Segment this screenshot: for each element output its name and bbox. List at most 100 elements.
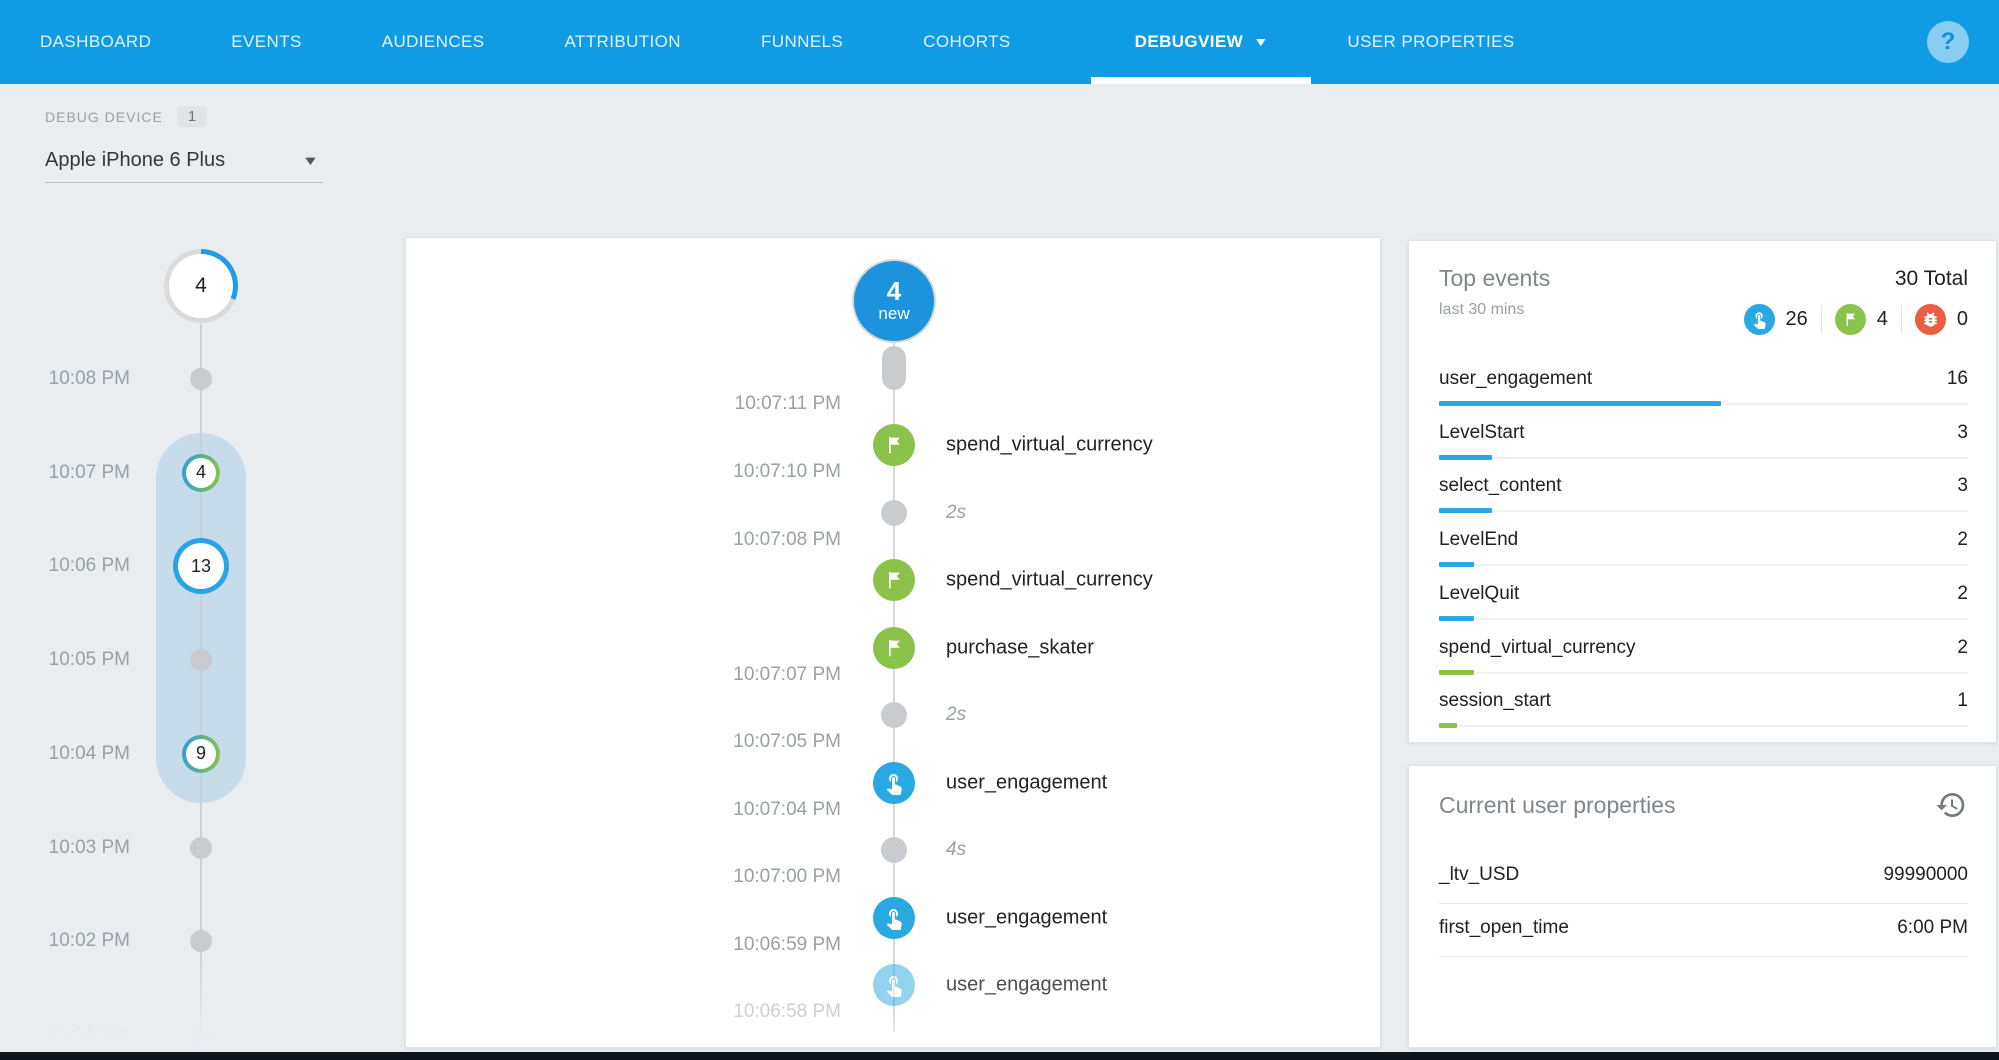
nav-item-label: USER PROPERTIES [1347, 32, 1515, 51]
minute-badge[interactable]: 4 [182, 453, 220, 492]
top-event-row[interactable]: session_start 1 [1439, 679, 1968, 733]
event-timestamp: 10:07:05 PM [733, 731, 841, 752]
event-count-bar [1439, 723, 1457, 729]
event-count-bar [1439, 615, 1475, 621]
event-timestamp: 10:06:58 PM [733, 1001, 841, 1022]
help-icon: ? [1940, 28, 1956, 55]
top-events-card: Top events last 30 mins 30 Total 26 4 0 us… [1408, 240, 1997, 743]
debug-device-header: DEBUG DEVICE 1 [45, 106, 208, 127]
minute-badge[interactable]: 9 [182, 734, 220, 773]
active-tab-underline [1090, 77, 1312, 84]
nav-item-label: DEBUGVIEW [1134, 32, 1244, 51]
chevron-down-icon: ▼ [1253, 35, 1270, 49]
bug-icon [1914, 303, 1946, 335]
top-event-row[interactable]: LevelEnd 2 [1439, 518, 1968, 572]
counter-value: 26 [1785, 307, 1808, 330]
event-count-bar [1439, 562, 1475, 568]
minute-dot[interactable] [190, 930, 212, 953]
nav-item-label: DASHBOARD [40, 32, 152, 51]
event-name[interactable]: user_engagement [946, 906, 1108, 928]
event-stream-card: 4 new 10:07:11 PM 10:07:10 PM spend_virtua… [405, 237, 1381, 1048]
nav-item-user-properties[interactable]: USER PROPERTIES [1347, 0, 1514, 84]
nav-item-dashboard[interactable]: DASHBOARD [40, 0, 151, 84]
interval-duration: 2s [946, 704, 967, 725]
event-timestamp: 10:07:07 PM [733, 663, 841, 685]
counter-tap: 26 [1743, 303, 1808, 335]
minute-time-label: 10:06 PM [48, 555, 130, 577]
nav-item-funnels[interactable]: FUNNELS [761, 0, 843, 84]
nav-item-label: ATTRIBUTION [564, 32, 681, 51]
top-event-row[interactable]: spend_virtual_currency 2 [1439, 626, 1968, 680]
top-event-row[interactable]: select_content 3 [1439, 464, 1968, 518]
device-select[interactable]: Apple iPhone 6 Plus ▼ [45, 138, 323, 183]
top-nav: DASHBOARD EVENTS AUDIENCES ATTRIBUTION FUNNE… [0, 0, 1999, 84]
user-properties-card: Current user properties _ltv_USD 99990000… [1408, 765, 1997, 1048]
top-event-name: spend_virtual_currency [1439, 636, 1636, 658]
top-events-total: 30 Total [1894, 267, 1968, 290]
event-count-bar [1439, 401, 1722, 406]
counter-bug: 0 [1914, 303, 1968, 335]
nav-item-label: FUNNELS [761, 32, 844, 51]
interval-duration: 2s [946, 501, 967, 523]
debug-device-label: DEBUG DEVICE [45, 108, 163, 125]
minute-time-label: 10:07 PM [48, 461, 130, 483]
top-event-name: LevelEnd [1439, 529, 1519, 551]
nav-item-debugview[interactable]: DEBUGVIEW ▼ [1090, 0, 1312, 84]
event-timestamp: 10:06:59 PM [733, 933, 841, 955]
minute-time-label: 10:02 PM [48, 930, 130, 952]
event-name[interactable]: spend_virtual_currency [946, 433, 1153, 456]
nav-item-label: EVENTS [231, 32, 302, 51]
event-name[interactable]: user_engagement [946, 973, 1108, 996]
row-hairline [1439, 725, 1968, 728]
device-select-value: Apple iPhone 6 Plus [45, 148, 226, 171]
history-icon[interactable] [1932, 786, 1970, 824]
touch-icon [873, 964, 915, 1006]
minute-badge[interactable]: 13 [173, 538, 229, 595]
interval-dot [881, 499, 907, 526]
new-events-badge[interactable]: 4 new [852, 259, 936, 343]
event-name[interactable]: purchase_skater [946, 636, 1094, 658]
top-event-count: 3 [1957, 475, 1968, 497]
event-timestamp: 10:07:00 PM [733, 866, 841, 887]
user-property-row: _ltv_USD 99990000 [1439, 850, 1968, 904]
new-events-count: 4 [886, 276, 902, 306]
counter-separator [1900, 305, 1902, 333]
event-name[interactable]: spend_virtual_currency [946, 568, 1153, 591]
touch-icon [873, 896, 915, 939]
flag-icon [873, 559, 915, 601]
minute-time-label: 10:04 PM [48, 742, 130, 764]
minute-summary-circle[interactable]: 4 [164, 249, 238, 323]
top-event-row[interactable]: LevelQuit 2 [1439, 572, 1968, 626]
nav-item-attribution[interactable]: ATTRIBUTION [565, 0, 681, 84]
top-event-count: 1 [1957, 690, 1968, 712]
top-event-row[interactable]: user_engagement 16 [1439, 357, 1968, 411]
top-events-title: Top events [1439, 265, 1551, 291]
new-events-label: new [878, 304, 910, 323]
top-event-name: session_start [1439, 690, 1551, 712]
minute-event-count: 13 [190, 555, 212, 576]
user-properties-title: Current user properties [1439, 792, 1676, 818]
top-event-count: 3 [1957, 421, 1968, 443]
help-button[interactable]: ? [1927, 21, 1969, 63]
event-name[interactable]: user_engagement [946, 771, 1108, 793]
tap-icon [1743, 303, 1775, 335]
event-timestamp: 10:07:10 PM [733, 461, 841, 482]
top-event-row[interactable]: LevelStart 3 [1439, 411, 1968, 465]
counter-value: 0 [1956, 307, 1968, 330]
top-event-count: 2 [1957, 529, 1968, 551]
minute-dot[interactable] [190, 836, 212, 859]
event-count-bar [1439, 669, 1475, 675]
nav-item-events[interactable]: EVENTS [231, 0, 301, 84]
nav-item-audiences[interactable]: AUDIENCES [382, 0, 485, 84]
minute-dot[interactable] [190, 1023, 212, 1046]
minute-dot[interactable] [190, 368, 212, 390]
minute-time-label: 10:01 PM [48, 1023, 130, 1045]
property-value: 99990000 [1883, 864, 1968, 885]
flag-icon [873, 424, 915, 466]
minute-dot[interactable] [190, 649, 212, 672]
nav-item-cohorts[interactable]: COHORTS [923, 0, 1011, 84]
property-value: 6:00 PM [1897, 917, 1968, 938]
minute-event-count: 4 [195, 462, 206, 483]
event-type-counters: 26 4 0 [1743, 301, 1968, 337]
top-events-subtitle: last 30 mins [1439, 301, 1525, 318]
